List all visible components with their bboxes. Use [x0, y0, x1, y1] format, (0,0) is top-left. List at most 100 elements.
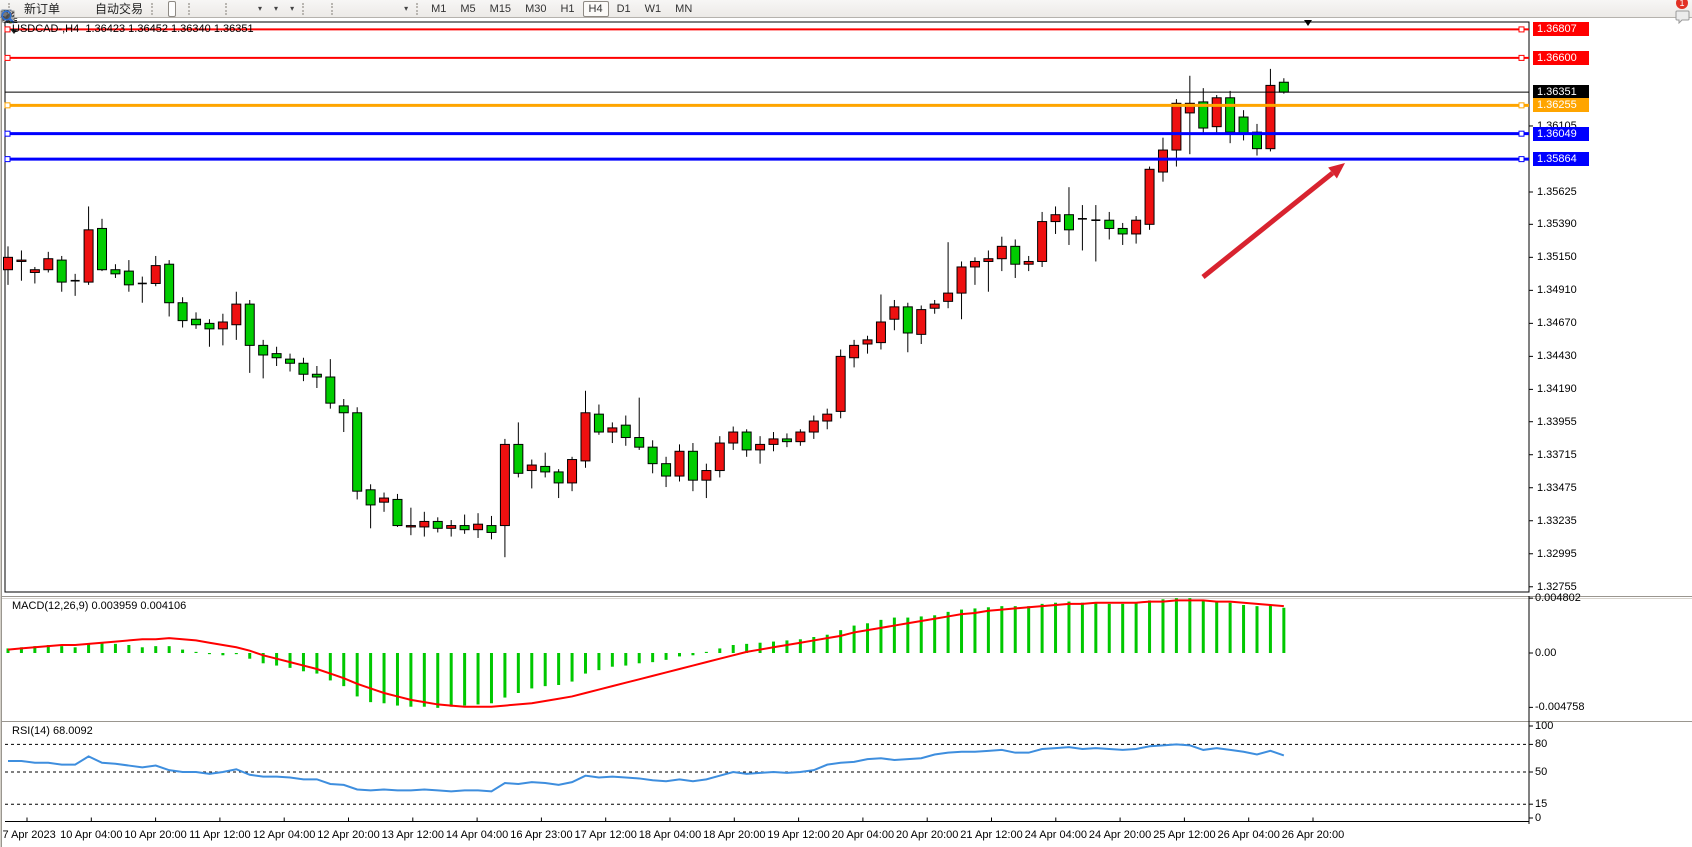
rsi-tick-label: 15	[1535, 798, 1548, 811]
price-tick-label: 1.33955	[1537, 415, 1577, 428]
timeframe-h4-button[interactable]: H4	[582, 0, 609, 17]
fibonacci-button[interactable]: F	[1, 1, 380, 24]
trendline-button[interactable]	[1, 1, 364, 22]
crosshair-button[interactable]	[1, 1, 327, 23]
hline-price-label[interactable]: 1.35864	[1533, 152, 1589, 167]
svg-text:T: T	[5, 12, 11, 23]
toolbar-right-group: 1	[1, 0, 1690, 24]
auto-scroll-button[interactable]	[2, 1, 250, 21]
macd-tick-label: 0.004802	[1535, 592, 1581, 605]
time-axis-label: 21 Apr 12:00	[960, 829, 1023, 841]
timeframe-m1-button[interactable]: M1	[431, 2, 447, 15]
rsi-canvas[interactable]	[0, 721, 1692, 824]
timeframe-m15-button[interactable]: M15	[489, 2, 512, 15]
add-indicator-button[interactable]: ▾	[0, 1, 266, 23]
bar-chart-button[interactable]	[1, 1, 168, 21]
timeframe-m30-button[interactable]: M30	[525, 2, 547, 15]
time-axis-label: 12 Apr 20:00	[317, 829, 380, 841]
time-axis-label: 26 Apr 20:00	[1281, 829, 1345, 841]
macd-tick-label: 0.00	[1535, 647, 1557, 659]
time-axis-label: 13 Apr 12:00	[381, 829, 444, 841]
notifications-button[interactable]: 1	[1674, 0, 1690, 24]
current-price-label[interactable]: 1.36351	[1533, 85, 1589, 100]
timeframe-d1-button[interactable]: D1	[616, 2, 631, 15]
text-button[interactable]: A	[3, 1, 388, 24]
chart-title: USDCAD-,H4 1.36423 1.36452 1.36340 1.363…	[12, 23, 254, 35]
symbol-timeframe: USDCAD-,H4	[12, 23, 80, 35]
toolbar-grip[interactable]	[188, 2, 193, 15]
toolbar-grip[interactable]	[416, 2, 421, 15]
time-axis-label: 10 Apr 20:00	[124, 829, 187, 841]
window-left-border	[0, 18, 2, 847]
new-order-label: 新订单	[24, 2, 61, 16]
gold-nugget-button[interactable]	[2, 1, 72, 20]
cursor-button[interactable]	[4, 1, 319, 23]
macd-tick-label: -0.004758	[1535, 701, 1585, 714]
timeframe-mn-button[interactable]: MN	[675, 2, 693, 15]
price-tick-label: 1.33475	[1537, 481, 1577, 494]
price-tick-label: 1.32755	[1537, 580, 1577, 593]
price-tick-label: 1.33715	[1537, 448, 1577, 461]
toolbar-grip[interactable]	[8, 2, 13, 15]
price-tick-label: 1.34910	[1537, 284, 1577, 297]
time-axis-label: 17 Apr 12:00	[574, 829, 637, 841]
chevron-down-icon: ▾	[258, 4, 263, 13]
main-toolbar: 新订单 自动交易	[0, 0, 1692, 24]
time-axis-label: 11 Apr 12:00	[189, 829, 251, 841]
vertical-line-button[interactable]	[5, 1, 348, 22]
svg-text:F: F	[13, 18, 17, 24]
time-axis-label: 24 Apr 04:00	[1024, 829, 1087, 841]
shift-marker-icon	[1304, 20, 1312, 26]
toolbar-grip[interactable]	[302, 2, 307, 15]
time-axis-label: 19 Apr 12:00	[767, 829, 830, 841]
rsi-label: RSI(14) 68.0092	[12, 725, 93, 737]
price-tick-label: 1.34190	[1537, 383, 1577, 396]
time-axis-label: 24 Apr 20:00	[1088, 829, 1152, 841]
macd-canvas[interactable]	[0, 596, 1692, 721]
arrows-button[interactable]: ▾	[2, 1, 412, 22]
rsi-tick-label: 80	[1535, 738, 1548, 751]
rsi-tick-label: 0	[1535, 812, 1542, 824]
time-axis-label: 20 Apr 04:00	[831, 829, 895, 841]
text-label-button[interactable]: T	[1, 1, 396, 23]
hline-price-label[interactable]: 1.36049	[1533, 126, 1589, 141]
search-button[interactable]	[1, 1, 1674, 24]
price-tick-label: 1.35625	[1537, 186, 1577, 198]
timeframe-m5-button[interactable]: M5	[460, 2, 476, 15]
autotrade-label: 自动交易	[95, 2, 144, 16]
periodicity-button[interactable]: ▾	[1, 1, 282, 23]
timeframe-w1-button[interactable]: W1	[644, 2, 662, 15]
time-axis-label: 25 Apr 12:00	[1153, 829, 1216, 841]
chevron-down-icon: ▾	[290, 4, 295, 13]
line-chart-button[interactable]	[0, 1, 184, 22]
hline-price-label[interactable]: 1.36255	[1533, 98, 1589, 113]
zoom-out-button[interactable]	[1, 1, 213, 23]
time-axis-label: 20 Apr 20:00	[895, 829, 959, 841]
svg-text:A: A	[3, 10, 11, 24]
hline-price-label[interactable]: 1.36600	[1533, 50, 1589, 65]
price-tick-label: 1.35390	[1537, 218, 1577, 231]
chevron-down-icon: ▾	[404, 4, 409, 13]
candlestick-chart-button[interactable]	[1, 0, 177, 23]
zoom-in-button[interactable]	[1, 1, 205, 23]
channel-button[interactable]: E	[0, 1, 372, 24]
horizontal-line-button[interactable]	[2, 1, 356, 17]
time-axis-label: 14 Apr 04:00	[445, 829, 509, 841]
person-button[interactable]	[1, 1, 80, 22]
indicator-list-button[interactable]: ▾	[0, 1, 298, 22]
hline-price-label[interactable]: 1.36807	[1533, 22, 1589, 37]
toolbar-grip[interactable]	[225, 2, 230, 15]
toolbar-grip[interactable]	[331, 2, 336, 15]
shift-end-button[interactable]	[2, 1, 242, 21]
toolbar-grip[interactable]	[151, 2, 156, 15]
tile-windows-button[interactable]	[0, 1, 221, 22]
broadcast-button[interactable]	[0, 1, 88, 23]
price-tick-label: 1.32995	[1537, 547, 1577, 560]
new-order-button[interactable]: 新订单	[1, 1, 64, 23]
time-axis-label: 16 Apr 23:00	[510, 829, 573, 841]
autotrade-button[interactable]: 自动交易	[1, 1, 147, 23]
timeframe-h1-button[interactable]: H1	[560, 2, 575, 15]
price-chart-canvas[interactable]	[0, 19, 1692, 596]
time-axis-label: 10 Apr 04:00	[60, 829, 123, 841]
